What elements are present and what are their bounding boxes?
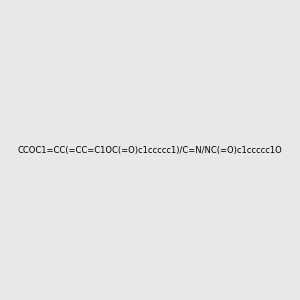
Text: CCOC1=CC(=CC=C1OC(=O)c1ccccc1)/C=N/NC(=O)c1ccccc1O: CCOC1=CC(=CC=C1OC(=O)c1ccccc1)/C=N/NC(=O… bbox=[18, 146, 282, 154]
